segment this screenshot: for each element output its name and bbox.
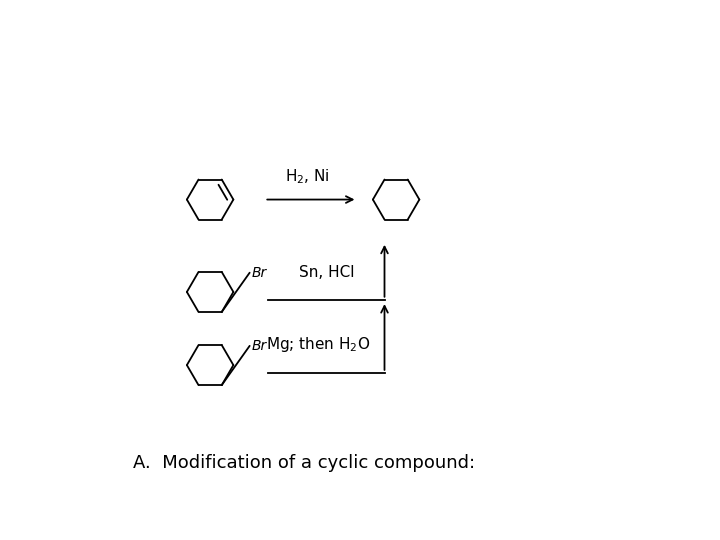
Text: Mg; then H$_2$O: Mg; then H$_2$O bbox=[266, 335, 371, 354]
Text: Br: Br bbox=[251, 339, 266, 353]
Text: Sn, HCl: Sn, HCl bbox=[299, 265, 354, 280]
Text: H$_2$, Ni: H$_2$, Ni bbox=[284, 168, 329, 186]
Text: Br: Br bbox=[251, 266, 266, 280]
Text: A.  Modification of a cyclic compound:: A. Modification of a cyclic compound: bbox=[132, 454, 474, 471]
